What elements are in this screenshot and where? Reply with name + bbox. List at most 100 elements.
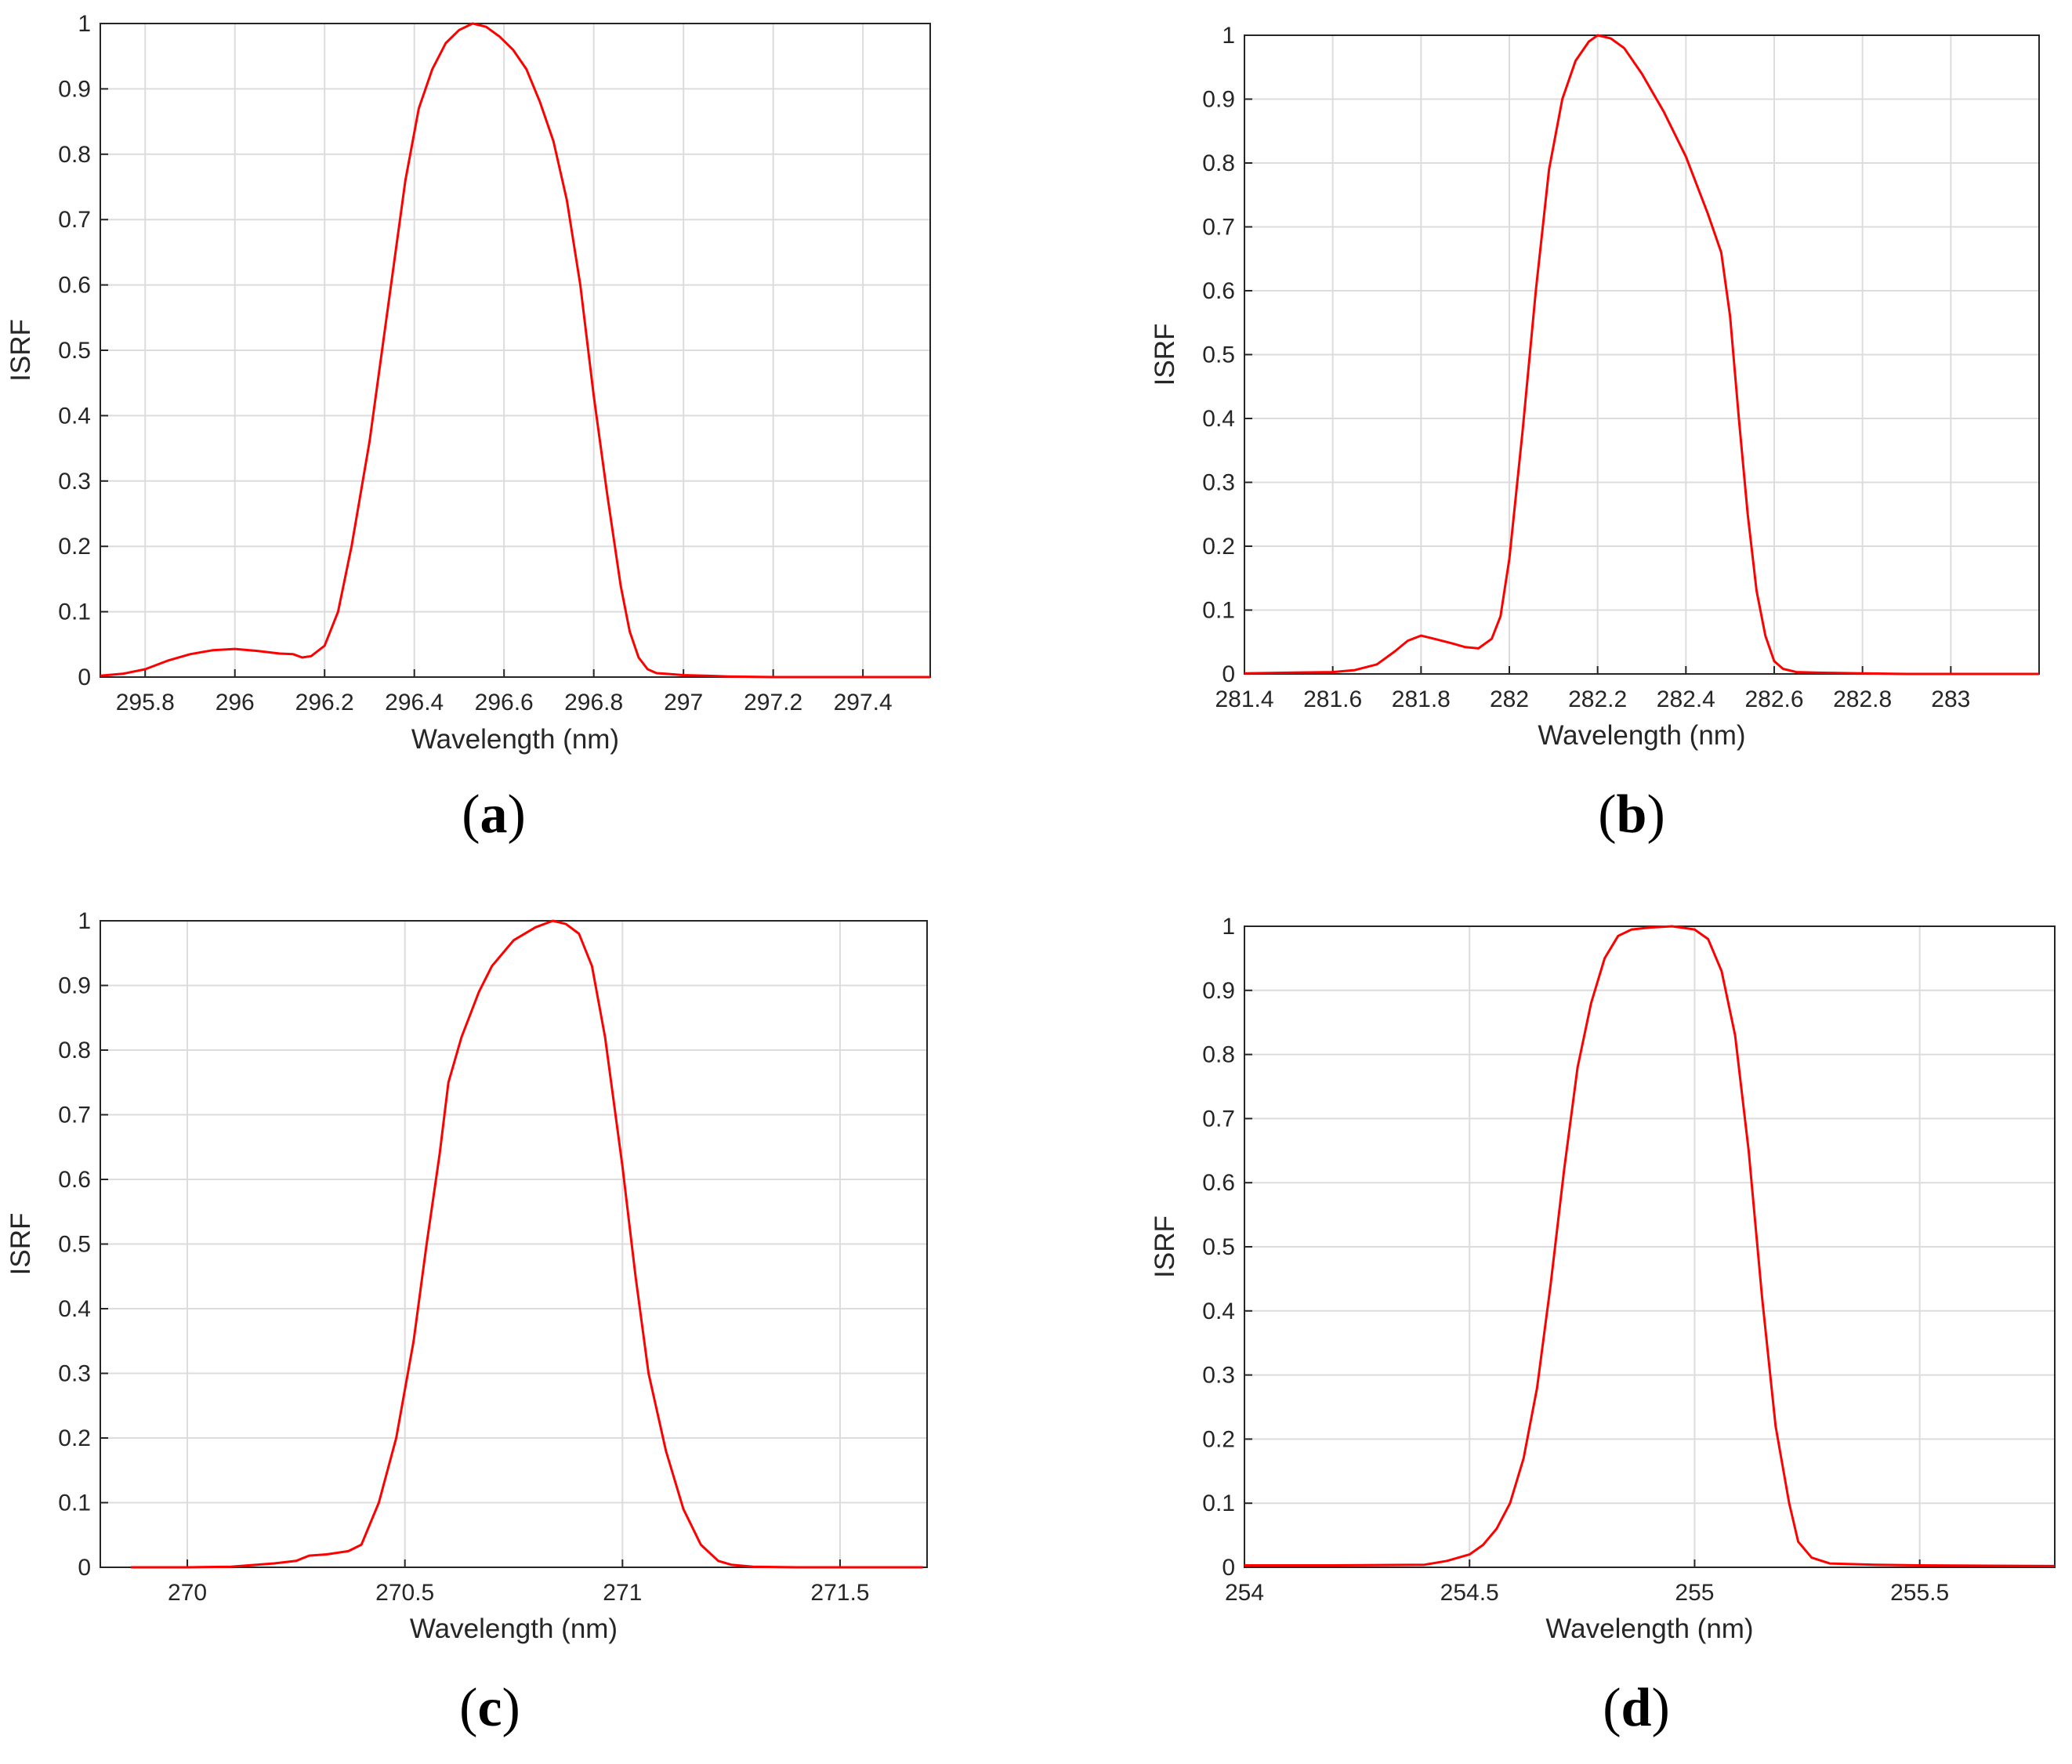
y-tick-label: 0.3 (1202, 470, 1235, 496)
isrf-chart-b: 281.4 281.6 281.8 282 282.2 282.4 282.6 282.8 28… (1150, 23, 2040, 751)
y-tick-label: 0.2 (1202, 1426, 1235, 1452)
y-tick-label: 0.5 (58, 1232, 91, 1258)
y-tick-label: 0.2 (58, 1425, 91, 1451)
y-tick-label: 0.4 (1202, 406, 1235, 432)
y-tick-label: 0.4 (1202, 1299, 1235, 1324)
x-tick-label: 255 (1675, 1580, 1714, 1606)
x-axis-label: Wavelength (nm) (410, 1614, 618, 1644)
caption-d: (d) (1603, 1678, 1670, 1738)
x-tick-label: 281.6 (1303, 686, 1362, 712)
y-tick-label: 0.6 (58, 1167, 91, 1193)
chart-panel-a: 295.8 296 296.2 296.4 296.6 296.8 297 297.2 297.… (0, 0, 1003, 776)
y-tick-label: 0.3 (1202, 1363, 1235, 1389)
isrf-chart-c: 270 270.5 271 271.5 0 0.1 0.2 0.3 0.4 0.5 0.6 0.7 0.… (5, 908, 928, 1644)
y-tick-label: 0.1 (1202, 1491, 1235, 1516)
y-tick-label: 0.9 (58, 76, 91, 102)
axes-frame (1244, 34, 2040, 675)
caption-b: (b) (1598, 784, 1665, 845)
y-tick-label: 0.4 (58, 1296, 91, 1322)
y-tick-label: 0.7 (1202, 215, 1235, 241)
y-tick-label: 0.1 (1202, 598, 1235, 624)
y-tick-label: 0.7 (1202, 1106, 1235, 1132)
y-axis-label: ISRF (1150, 1215, 1180, 1278)
series-line-isrf (100, 22, 930, 679)
y-tick-label: 0.3 (58, 1361, 91, 1387)
grid-b (1244, 34, 2039, 675)
x-tick-label: 255.5 (1890, 1580, 1949, 1606)
y-tick-label: 0 (78, 665, 91, 690)
x-tick-label: 296.4 (385, 690, 444, 715)
axes-frame (100, 920, 928, 1568)
series-line-isrf (1244, 925, 2056, 1567)
caption-c-letter: c (477, 1678, 502, 1738)
x-tick-label: 296.2 (295, 690, 354, 715)
y-tick-label: 0.1 (58, 599, 91, 625)
x-tick-label: 271.5 (810, 1580, 869, 1606)
x-tick-label: 296.8 (564, 690, 623, 715)
x-axis-label: Wavelength (nm) (1545, 1614, 1753, 1644)
x-tick-label: 282.6 (1744, 686, 1803, 712)
y-tick-label: 0.5 (1202, 342, 1235, 368)
y-tick-label: 0 (78, 1555, 91, 1581)
y-tick-label: 0.7 (58, 1103, 91, 1128)
x-tick-label: 271 (603, 1580, 642, 1606)
caption-b-letter: b (1616, 784, 1647, 845)
caption-a-letter: a (480, 784, 508, 845)
x-axis-label: Wavelength (nm) (411, 724, 619, 755)
x-tick-label: 282.4 (1657, 686, 1715, 712)
series-line-isrf (130, 919, 923, 1569)
grid-d (1244, 925, 2055, 1568)
caption-d-letter: d (1621, 1678, 1652, 1738)
y-tick-label: 0.2 (1202, 534, 1235, 560)
y-tick-label: 0.9 (1202, 87, 1235, 113)
x-tick-label: 254 (1225, 1580, 1264, 1606)
x-tick-label: 296.6 (475, 690, 534, 715)
chart-panel-d: 254 254.5 255 255.5 0 0.1 0.2 0.3 0.4 0.5 0.6 0.7 0.… (1128, 886, 2072, 1669)
y-tick-label: 1 (1222, 914, 1235, 940)
y-tick-label: 1 (78, 11, 91, 37)
x-tick-label: 270.5 (375, 1580, 434, 1606)
y-axis-label: ISRF (5, 319, 36, 382)
y-tick-label: 0 (1222, 661, 1235, 687)
y-tick-label: 0.2 (58, 534, 91, 560)
x-tick-label: 282 (1490, 686, 1529, 712)
x-tick-label: 297.4 (834, 690, 893, 715)
axes-frame (100, 23, 931, 678)
chart-panel-b: 281.4 281.6 281.8 282 282.2 282.4 282.6 282.8 28… (1128, 0, 2072, 776)
grid-a (100, 23, 930, 678)
axes-frame (1244, 925, 2056, 1568)
x-tick-label: 254.5 (1440, 1580, 1499, 1606)
x-tick-label: 282.2 (1568, 686, 1627, 712)
x-tick-label: 296 (216, 690, 255, 715)
x-tick-label: 281.4 (1215, 686, 1273, 712)
y-tick-label: 0 (1222, 1555, 1235, 1581)
x-tick-label: 295.8 (116, 690, 175, 715)
y-tick-label: 0.5 (1202, 1234, 1235, 1260)
caption-a: (a) (462, 784, 526, 845)
y-tick-label: 0.8 (58, 1038, 91, 1063)
y-tick-label: 0.4 (58, 403, 91, 429)
y-tick-label: 1 (1222, 23, 1235, 49)
x-tick-label: 297 (664, 690, 703, 715)
x-axis-label: Wavelength (nm) (1538, 720, 1745, 751)
y-tick-label: 0.6 (58, 273, 91, 299)
y-tick-label: 0.8 (1202, 1042, 1235, 1068)
y-tick-label: 0.5 (58, 338, 91, 364)
y-axis-label: ISRF (5, 1213, 36, 1276)
y-tick-label: 0.3 (58, 469, 91, 494)
x-tick-label: 270 (168, 1580, 207, 1606)
series-line-isrf (1244, 34, 2039, 676)
chart-panel-c: 270 270.5 271 271.5 0 0.1 0.2 0.3 0.4 0.5 0.6 0.7 0.… (0, 886, 1003, 1669)
y-tick-label: 0.7 (58, 207, 91, 233)
y-tick-label: 0.6 (1202, 278, 1235, 304)
caption-c: (c) (459, 1678, 520, 1738)
x-tick-label: 281.8 (1392, 686, 1451, 712)
y-tick-label: 0.8 (58, 142, 91, 168)
grid-c (100, 920, 927, 1568)
x-tick-label: 282.8 (1833, 686, 1892, 712)
y-axis-label: ISRF (1150, 324, 1180, 386)
x-tick-label: 297.2 (744, 690, 802, 715)
isrf-chart-a: 295.8 296 296.2 296.4 296.6 296.8 297 297.2 297.… (5, 11, 931, 755)
y-tick-label: 0.9 (1202, 978, 1235, 1004)
isrf-chart-d: 254 254.5 255 255.5 0 0.1 0.2 0.3 0.4 0.5 0.6 0.7 0.… (1150, 914, 2056, 1644)
